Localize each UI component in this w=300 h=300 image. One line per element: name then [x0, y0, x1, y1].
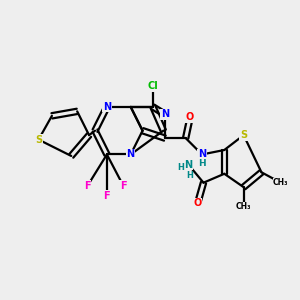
Text: F: F	[120, 181, 127, 191]
Text: N: N	[161, 109, 169, 119]
Text: S: S	[240, 130, 247, 140]
Text: N: N	[103, 102, 111, 112]
Text: O: O	[194, 199, 202, 208]
Text: S: S	[35, 135, 42, 145]
Text: N: N	[198, 149, 206, 160]
Text: O: O	[186, 112, 194, 122]
Text: H: H	[187, 171, 194, 180]
Text: F: F	[103, 191, 110, 201]
Text: F: F	[84, 181, 91, 191]
Text: N: N	[127, 149, 135, 160]
Text: H: H	[198, 160, 206, 169]
Text: H: H	[177, 163, 184, 172]
Text: Cl: Cl	[148, 81, 158, 91]
Text: CH₃: CH₃	[236, 202, 251, 211]
Text: N: N	[184, 160, 193, 170]
Text: CH₃: CH₃	[273, 178, 289, 187]
